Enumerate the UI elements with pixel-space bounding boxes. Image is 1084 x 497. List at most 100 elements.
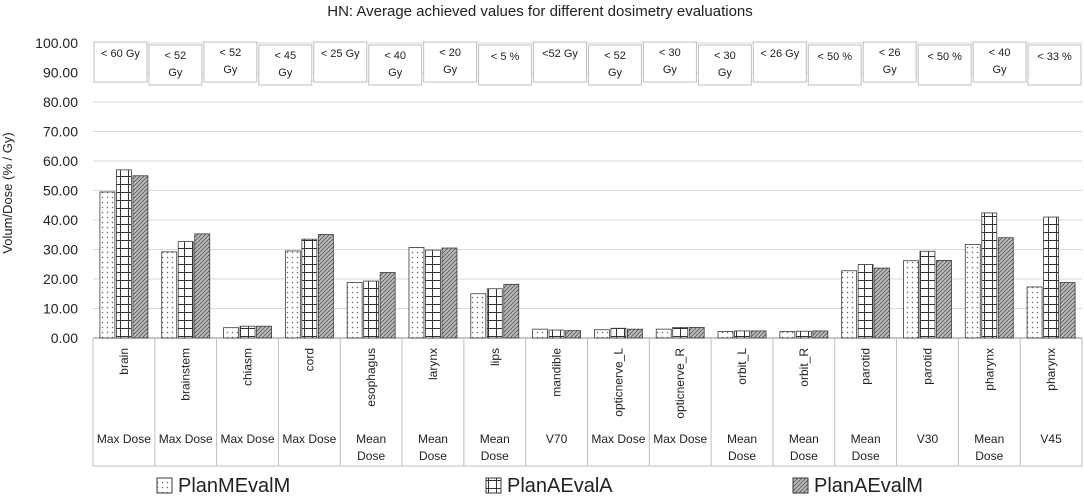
bar-PlanMEvalM bbox=[223, 327, 239, 339]
constraint-label: < 45 bbox=[274, 50, 296, 62]
constraint-label: <52 Gy bbox=[542, 48, 578, 60]
x-tick-label: lips bbox=[488, 348, 502, 366]
bar-PlanAEvalA bbox=[177, 241, 194, 339]
constraint-box bbox=[478, 44, 533, 86]
bar-PlanAEvalA bbox=[857, 264, 874, 339]
metric-label: Max Dose bbox=[591, 432, 645, 446]
constraint-box bbox=[862, 41, 917, 83]
bar-PlanAEvalM bbox=[688, 326, 705, 339]
bar-PlanAEvalA bbox=[116, 169, 132, 339]
bar-PlanAEvalA bbox=[672, 326, 689, 339]
x-tick-label: pharynx bbox=[982, 348, 996, 391]
metric-label: Mean bbox=[480, 432, 510, 446]
constraint-label: < 52 bbox=[604, 50, 626, 62]
constraint-label: Gy bbox=[883, 64, 898, 76]
constraint-box bbox=[313, 41, 368, 83]
constraint-label: < 20 bbox=[439, 47, 461, 59]
y-tick-label: 0.00 bbox=[51, 330, 78, 346]
constraint-label: Gy bbox=[278, 67, 293, 79]
bar-PlanAEvalA bbox=[1043, 216, 1059, 339]
y-tick-label: 10.00 bbox=[43, 301, 78, 317]
bar-PlanMEvalM bbox=[841, 270, 858, 339]
y-tick-label: 90.00 bbox=[43, 65, 78, 81]
constraint-label: Gy bbox=[718, 67, 733, 79]
bar-PlanAEvalM bbox=[441, 247, 458, 339]
x-tick-label: orbit_L bbox=[735, 348, 749, 385]
bar-PlanAEvalM bbox=[317, 234, 334, 339]
constraint-box bbox=[258, 44, 313, 86]
metric-label: Dose bbox=[481, 449, 509, 463]
bar-PlanAEvalA bbox=[486, 288, 503, 339]
metric-label: Max Dose bbox=[97, 432, 151, 446]
bar-PlanMEvalM bbox=[346, 282, 363, 339]
constraint-label: < 26 Gy bbox=[760, 48, 799, 60]
bars bbox=[99, 169, 1076, 339]
category-table: brain brainstem chiasm cord esophagus larynx l… bbox=[92, 338, 1083, 467]
bar-PlanAEvalA bbox=[981, 212, 998, 339]
bar-PlanAEvalA bbox=[610, 327, 627, 339]
metric-label: Max Dose bbox=[653, 432, 707, 446]
constraint-label: < 52 bbox=[165, 50, 187, 62]
bar-PlanMEvalM bbox=[594, 329, 610, 339]
legend-swatch-PlanAEvalA bbox=[485, 477, 502, 494]
bar-PlanAEvalM bbox=[936, 260, 952, 339]
constraint-label: < 50 % bbox=[927, 51, 962, 63]
bar-PlanAEvalA bbox=[795, 330, 812, 339]
constraint-label: Gy bbox=[388, 67, 403, 79]
metric-label: Max Dose bbox=[282, 432, 336, 446]
x-tick-label: parotid bbox=[859, 348, 873, 385]
legend-label: PlanMEvalM bbox=[178, 475, 290, 497]
metric-label: Max Dose bbox=[221, 432, 275, 446]
bar-PlanMEvalM bbox=[964, 244, 981, 339]
x-tick-label: orbit_R bbox=[797, 348, 811, 387]
constraint-label: < 40 bbox=[384, 50, 406, 62]
y-tick-label: 100.00 bbox=[35, 35, 78, 51]
constraint-box bbox=[1027, 44, 1082, 86]
constraint-label: Gy bbox=[663, 64, 678, 76]
metric-label: V45 bbox=[1040, 432, 1062, 446]
constraint-box bbox=[588, 44, 642, 86]
metric-label: Dose bbox=[728, 449, 756, 463]
x-tick-label: chiasm bbox=[241, 348, 255, 386]
constraint-label: < 5 % bbox=[491, 51, 520, 63]
y-tick-label: 50.00 bbox=[43, 183, 78, 199]
metric-label: Dose bbox=[975, 449, 1003, 463]
bar-PlanMEvalM bbox=[655, 328, 672, 339]
metric-label: Mean bbox=[727, 432, 757, 446]
x-tick-label: parotid bbox=[920, 348, 934, 385]
x-tick-label: opticnerve_L bbox=[611, 348, 625, 417]
bar-PlanAEvalM bbox=[132, 175, 149, 339]
constraint-label: < 26 bbox=[879, 47, 901, 59]
legend-label: PlanAEvalM bbox=[814, 475, 923, 497]
metric-label: Dose bbox=[852, 449, 880, 463]
constraint-label: < 25 Gy bbox=[321, 48, 360, 60]
bar-PlanAEvalA bbox=[239, 325, 256, 339]
bar-PlanMEvalM bbox=[532, 328, 548, 339]
bar-PlanMEvalM bbox=[408, 247, 425, 339]
constraint-box bbox=[807, 44, 862, 86]
constraint-label: < 50 % bbox=[817, 51, 852, 63]
x-tick-label: pharynx bbox=[1044, 348, 1058, 391]
legend: PlanMEvalM PlanAEvalA PlanAEvalM bbox=[156, 475, 923, 497]
y-tick-label: 40.00 bbox=[43, 212, 78, 228]
bar-PlanMEvalM bbox=[779, 331, 796, 339]
bar-PlanAEvalM bbox=[379, 272, 396, 339]
bar-PlanAEvalM bbox=[503, 283, 520, 339]
constraint-label: Gy bbox=[168, 67, 183, 79]
constraint-label: < 40 bbox=[989, 47, 1011, 59]
constraint-label: < 60 Gy bbox=[101, 48, 140, 60]
constraint-label: < 30 bbox=[659, 47, 681, 59]
constraint-box bbox=[368, 44, 423, 86]
constraint-box bbox=[203, 41, 258, 83]
x-tick-label: larynx bbox=[426, 348, 440, 380]
bar-PlanAEvalM bbox=[750, 330, 767, 339]
constraint-label: Gy bbox=[223, 64, 238, 76]
x-tick-label: opticnerve_R bbox=[673, 348, 687, 419]
y-tick-label: 70.00 bbox=[43, 124, 78, 140]
y-tick-label: 60.00 bbox=[43, 153, 78, 169]
y-tick-label: 20.00 bbox=[43, 271, 78, 287]
metric-label: Dose bbox=[790, 449, 818, 463]
x-tick-label: esophagus bbox=[364, 348, 378, 407]
constraint-box bbox=[972, 41, 1027, 83]
